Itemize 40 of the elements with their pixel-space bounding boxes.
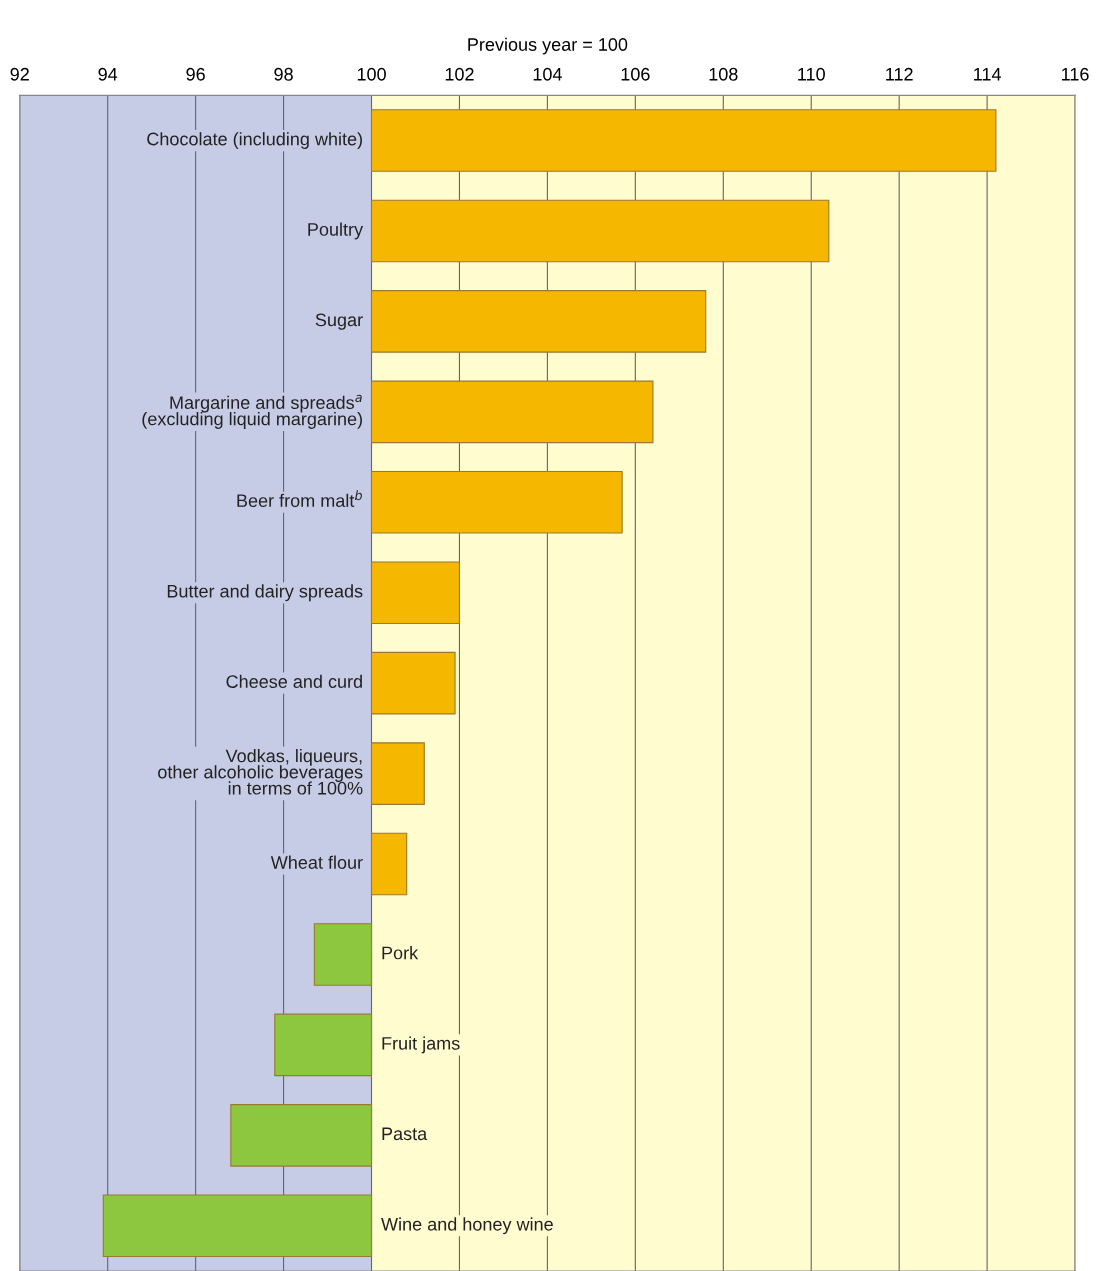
bar — [230, 1104, 373, 1167]
bar — [370, 742, 425, 805]
bar — [370, 832, 408, 896]
x-axis-title: Previous year = 100 — [468, 37, 628, 55]
x-tick-label: 110 — [798, 67, 825, 81]
x-tick-label: 112 — [886, 67, 913, 81]
x-tick-label: 116 — [1062, 67, 1089, 81]
y-tick-label: Vodkas, liqueurs, other alcoholic beverages in terms of 100% — [158, 749, 363, 795]
bar — [274, 1013, 373, 1077]
y-tick-label: Poultry — [308, 222, 364, 240]
x-tick-label: 104 — [533, 67, 562, 81]
y-tick-label: Cheese and curd — [226, 674, 362, 689]
x-tick-label: 106 — [621, 67, 650, 81]
bar — [370, 380, 654, 444]
y-tick-label: Butter and dairy spreads — [167, 584, 363, 602]
y-tick-label: Chocolate (including white) — [147, 132, 362, 149]
x-tick-label: 108 — [709, 67, 738, 81]
bar — [370, 199, 830, 263]
bar — [313, 923, 373, 986]
y-tick-label: Fruit jams — [382, 1036, 460, 1054]
x-tick-label: 98 — [274, 67, 293, 81]
y-tick-label: Pasta — [382, 1127, 428, 1141]
bar — [370, 290, 707, 353]
y-tick-label: Wine and honey wine — [381, 1217, 553, 1235]
y-tick-label: Sugar — [315, 313, 363, 330]
x-tick-label: 100 — [357, 67, 386, 81]
x-tick-label: 94 — [98, 67, 118, 81]
x-tick-label: 114 — [974, 68, 1001, 81]
y-tick-label: Wheat flour — [270, 855, 363, 869]
bar — [370, 651, 456, 715]
y-tick-label: Beer from malt$^{b}$ — [237, 490, 362, 508]
bar — [370, 470, 623, 534]
bar — [370, 561, 461, 625]
bar — [102, 1194, 373, 1258]
x-tick-label: 102 — [445, 67, 474, 81]
bar — [370, 109, 997, 172]
y-tick-label: Pork — [382, 946, 419, 960]
x-tick-label: 96 — [186, 67, 205, 81]
x-tick-label: 92 — [10, 67, 29, 81]
y-tick-label: Margarine and spreads$^{a}$ (excluding liquid margarine) — [142, 394, 362, 429]
